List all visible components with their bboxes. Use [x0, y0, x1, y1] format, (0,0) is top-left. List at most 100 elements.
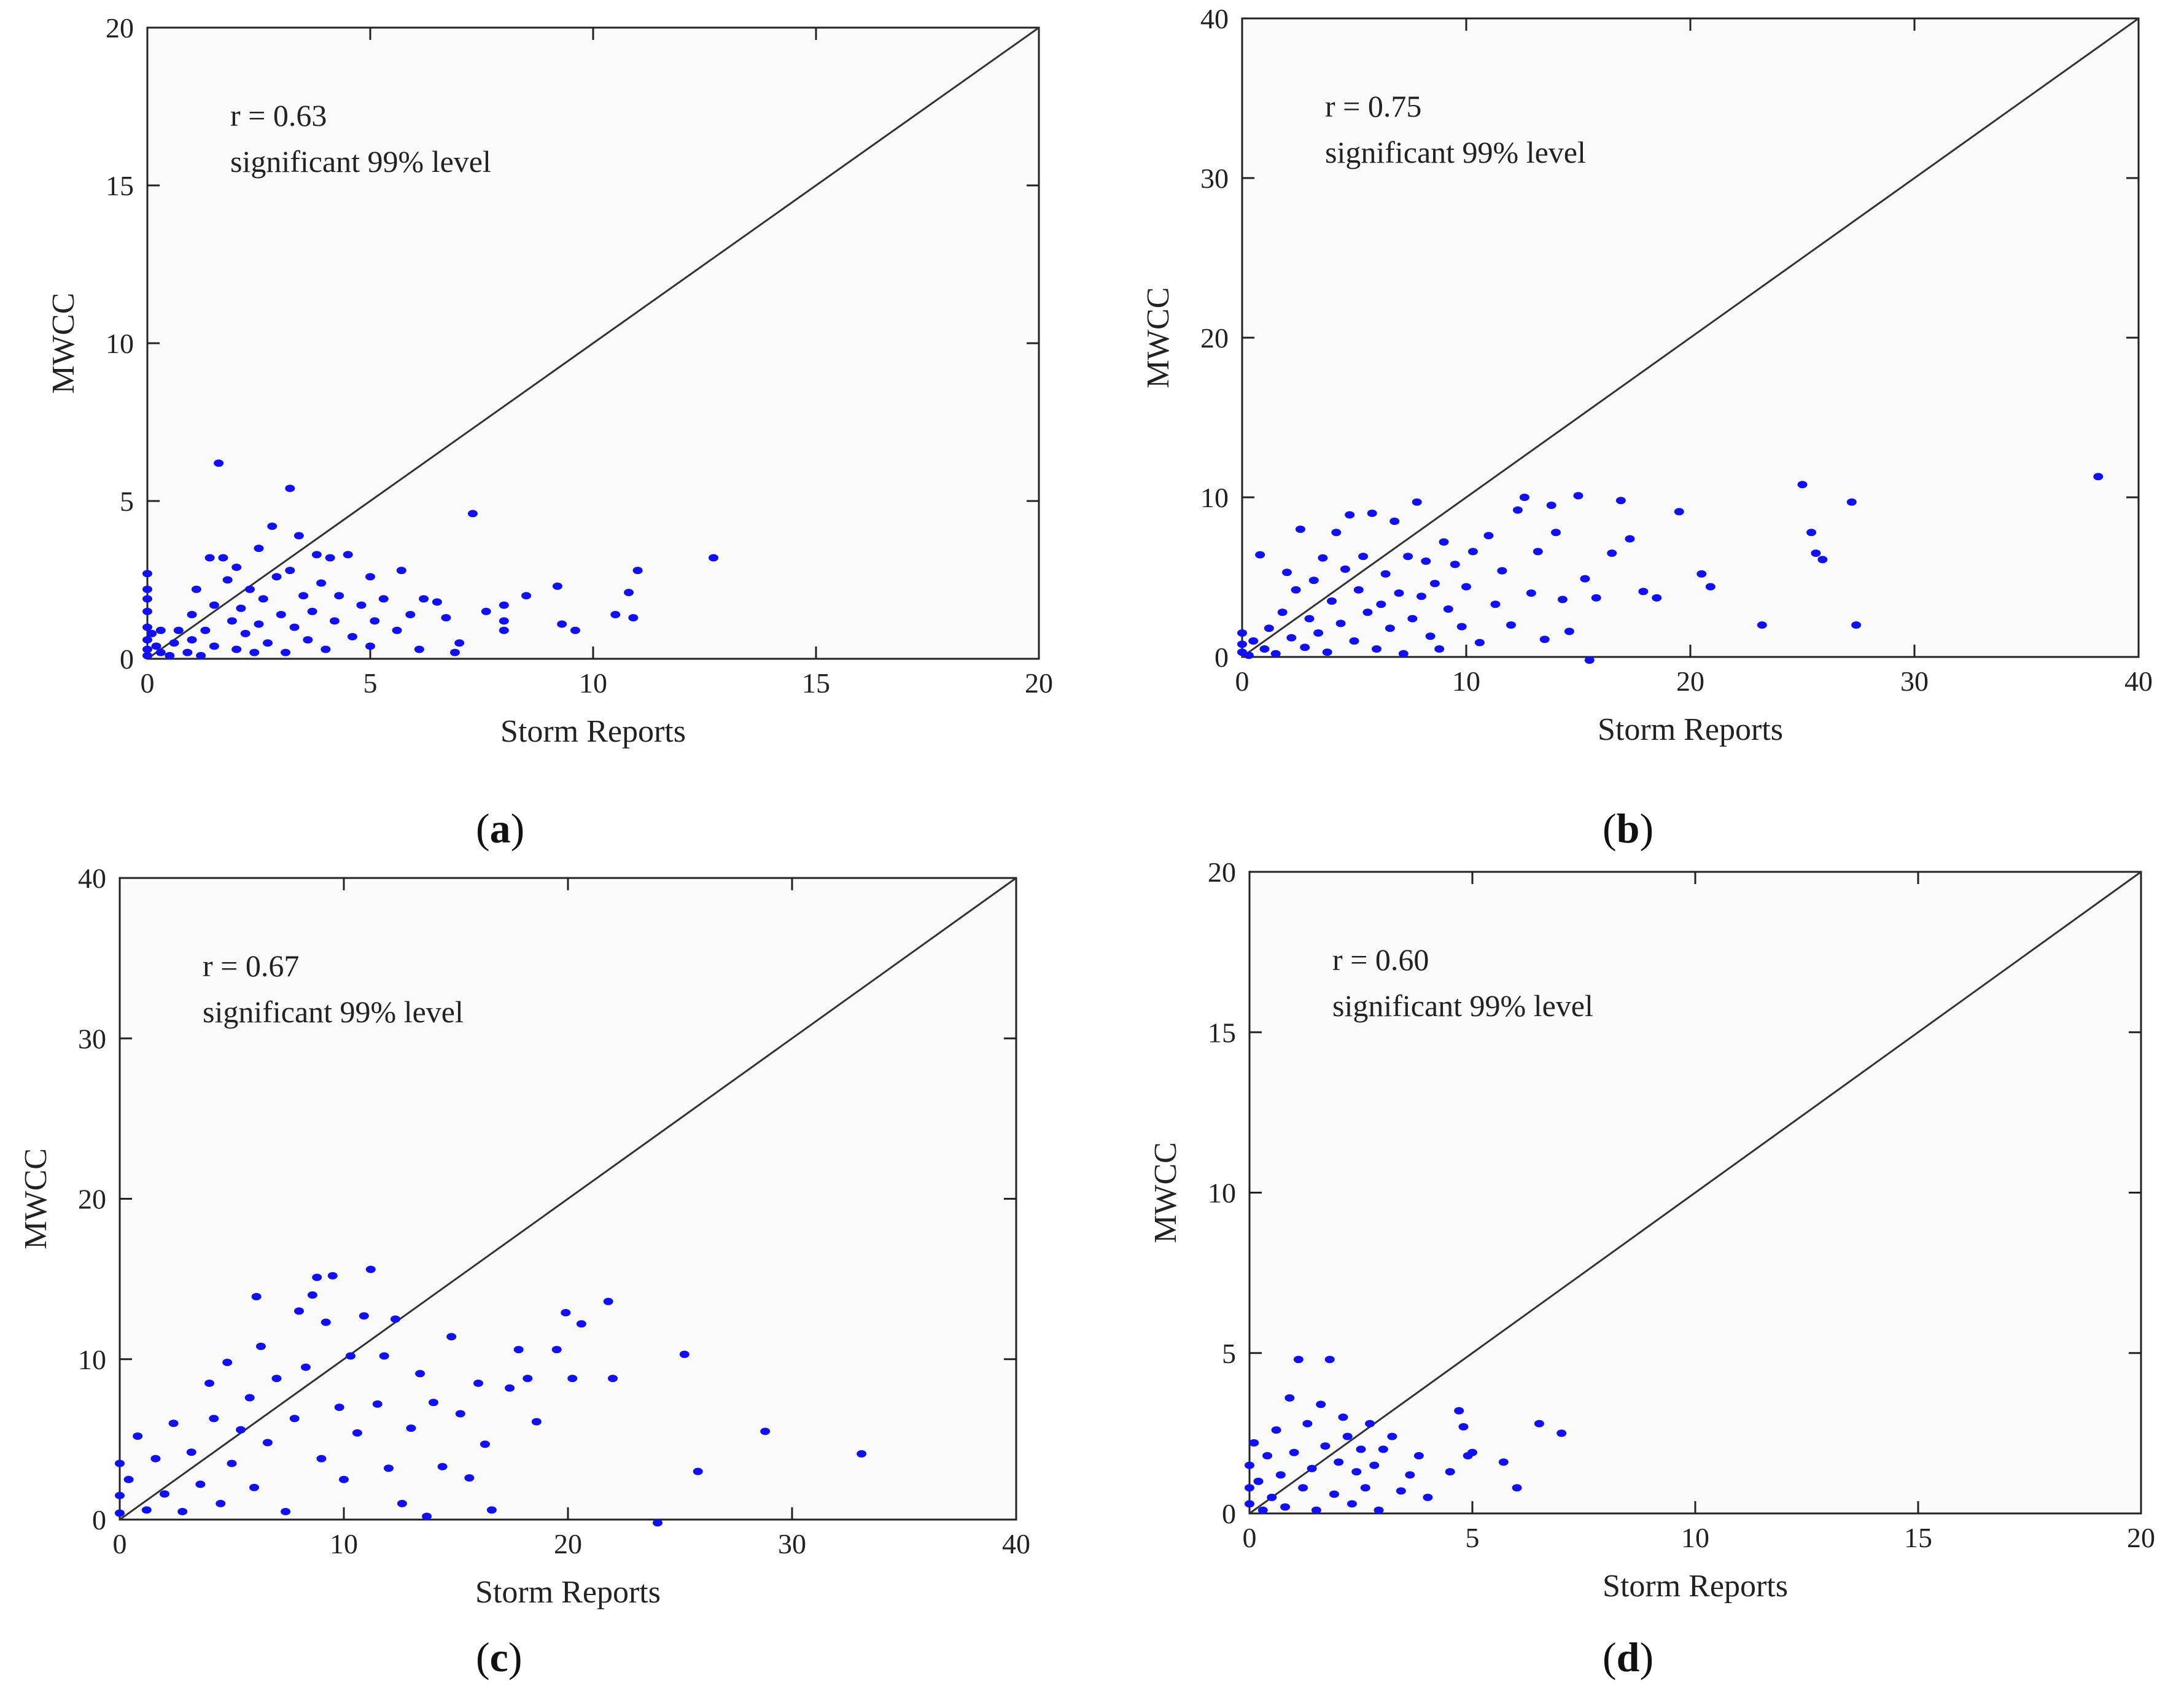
data-point: [312, 1273, 322, 1281]
data-point: [240, 629, 251, 637]
data-point: [1245, 1484, 1254, 1492]
correlation-text: r = 0.63: [230, 98, 327, 133]
data-point: [1467, 1448, 1477, 1456]
data-point: [531, 1418, 542, 1426]
data-point: [1243, 651, 1254, 659]
data-point: [1318, 554, 1328, 562]
data-point: [1255, 551, 1265, 559]
data-point: [343, 551, 353, 559]
data-point: [258, 595, 268, 603]
data-point: [405, 611, 416, 619]
data-point: [1249, 1439, 1259, 1447]
x-tick-label: 5: [363, 667, 378, 699]
data-point: [446, 1333, 457, 1341]
data-point: [552, 582, 562, 590]
data-point: [499, 601, 509, 609]
data-point: [1557, 596, 1568, 604]
y-tick-label: 5: [120, 486, 134, 517]
data-point: [480, 1440, 490, 1448]
data-point: [437, 1462, 448, 1470]
data-point: [187, 611, 197, 619]
data-point: [1439, 538, 1449, 546]
data-point: [281, 648, 291, 656]
panel-caption-d: (d): [1603, 1634, 1654, 1680]
data-point: [378, 595, 389, 603]
data-point: [760, 1427, 771, 1435]
y-axis-label: MWCC: [1141, 287, 1176, 389]
data-point: [1248, 637, 1259, 645]
data-point: [1546, 502, 1556, 509]
data-point: [1474, 639, 1485, 647]
data-point: [142, 623, 152, 631]
data-point: [1584, 656, 1595, 664]
data-point: [1362, 608, 1373, 616]
data-point: [262, 1439, 273, 1447]
data-point: [1277, 608, 1288, 616]
data-point: [422, 1512, 432, 1520]
data-point: [1498, 1458, 1509, 1466]
data-point: [628, 614, 639, 622]
significance-text: significant 99% level: [1332, 988, 1593, 1023]
data-point: [300, 1363, 311, 1371]
data-point: [1313, 629, 1324, 637]
y-tick-label: 15: [106, 170, 134, 201]
data-point: [347, 633, 357, 641]
data-point: [1403, 553, 1413, 561]
y-tick-label: 30: [1200, 163, 1229, 194]
data-point: [1329, 1490, 1339, 1498]
data-point: [1300, 643, 1310, 651]
data-point: [1389, 518, 1400, 525]
x-axis-label: Storm Reports: [1603, 1569, 1788, 1604]
data-point: [142, 651, 152, 659]
data-point: [327, 1272, 338, 1280]
data-point: [1356, 1445, 1366, 1453]
data-point: [1434, 645, 1445, 653]
x-tick-label: 20: [2127, 1522, 2155, 1553]
data-point: [334, 1404, 344, 1412]
data-point: [1376, 600, 1386, 608]
data-point: [1564, 627, 1574, 635]
data-point: [551, 1346, 562, 1354]
data-point: [276, 611, 286, 619]
data-point: [1367, 510, 1377, 517]
data-point: [857, 1450, 867, 1458]
data-point: [236, 604, 246, 612]
data-point: [1412, 498, 1422, 506]
data-point: [1304, 615, 1315, 623]
x-tick-label: 10: [579, 667, 607, 699]
data-point: [222, 576, 233, 584]
data-point: [624, 589, 634, 597]
data-point: [1284, 1394, 1295, 1402]
data-point: [255, 1342, 266, 1350]
data-point: [1334, 1458, 1344, 1466]
y-tick-label: 10: [106, 328, 134, 359]
panel-caption-a: (a): [476, 805, 525, 852]
data-point: [1302, 1420, 1313, 1427]
data-point: [709, 554, 719, 562]
data-point: [1423, 1493, 1433, 1501]
data-point: [1237, 640, 1247, 648]
data-point: [142, 570, 152, 578]
data-point: [2093, 473, 2104, 481]
data-point: [561, 1308, 571, 1316]
one-to-one-line: [147, 26, 1040, 660]
data-point: [168, 1420, 179, 1427]
data-point: [473, 1379, 483, 1387]
data-point: [285, 567, 295, 575]
data-point: [227, 1459, 237, 1467]
data-point: [1262, 1451, 1273, 1459]
data-point: [151, 642, 161, 650]
data-point: [1259, 645, 1270, 653]
data-point: [365, 573, 375, 581]
data-point: [1652, 594, 1662, 602]
data-point: [1580, 575, 1590, 583]
data-point: [1817, 556, 1828, 564]
data-point: [1298, 1484, 1308, 1492]
data-point: [1757, 621, 1767, 629]
data-point: [523, 1375, 533, 1383]
data-point: [209, 642, 219, 650]
data-point: [289, 623, 300, 631]
data-point: [1551, 529, 1561, 537]
data-point: [160, 1490, 169, 1498]
data-point: [1456, 623, 1467, 631]
